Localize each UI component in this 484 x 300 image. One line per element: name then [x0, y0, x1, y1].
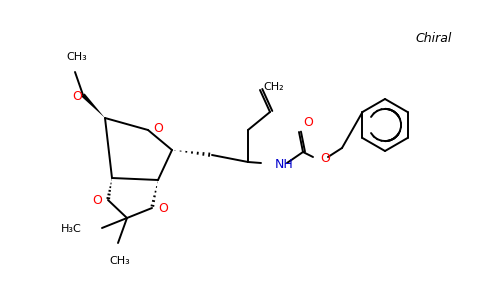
Text: CH₃: CH₃: [67, 52, 88, 62]
Text: CH₂: CH₂: [264, 82, 284, 92]
Text: O: O: [72, 89, 82, 103]
Text: NH: NH: [275, 158, 294, 170]
Text: H₃C: H₃C: [61, 224, 82, 234]
Polygon shape: [81, 93, 105, 118]
Text: O: O: [153, 122, 163, 136]
Text: O: O: [320, 152, 330, 164]
Text: O: O: [92, 194, 102, 208]
Text: O: O: [158, 202, 168, 215]
Text: Chiral: Chiral: [415, 32, 452, 44]
Text: O: O: [303, 116, 313, 129]
Text: CH₃: CH₃: [109, 256, 130, 266]
